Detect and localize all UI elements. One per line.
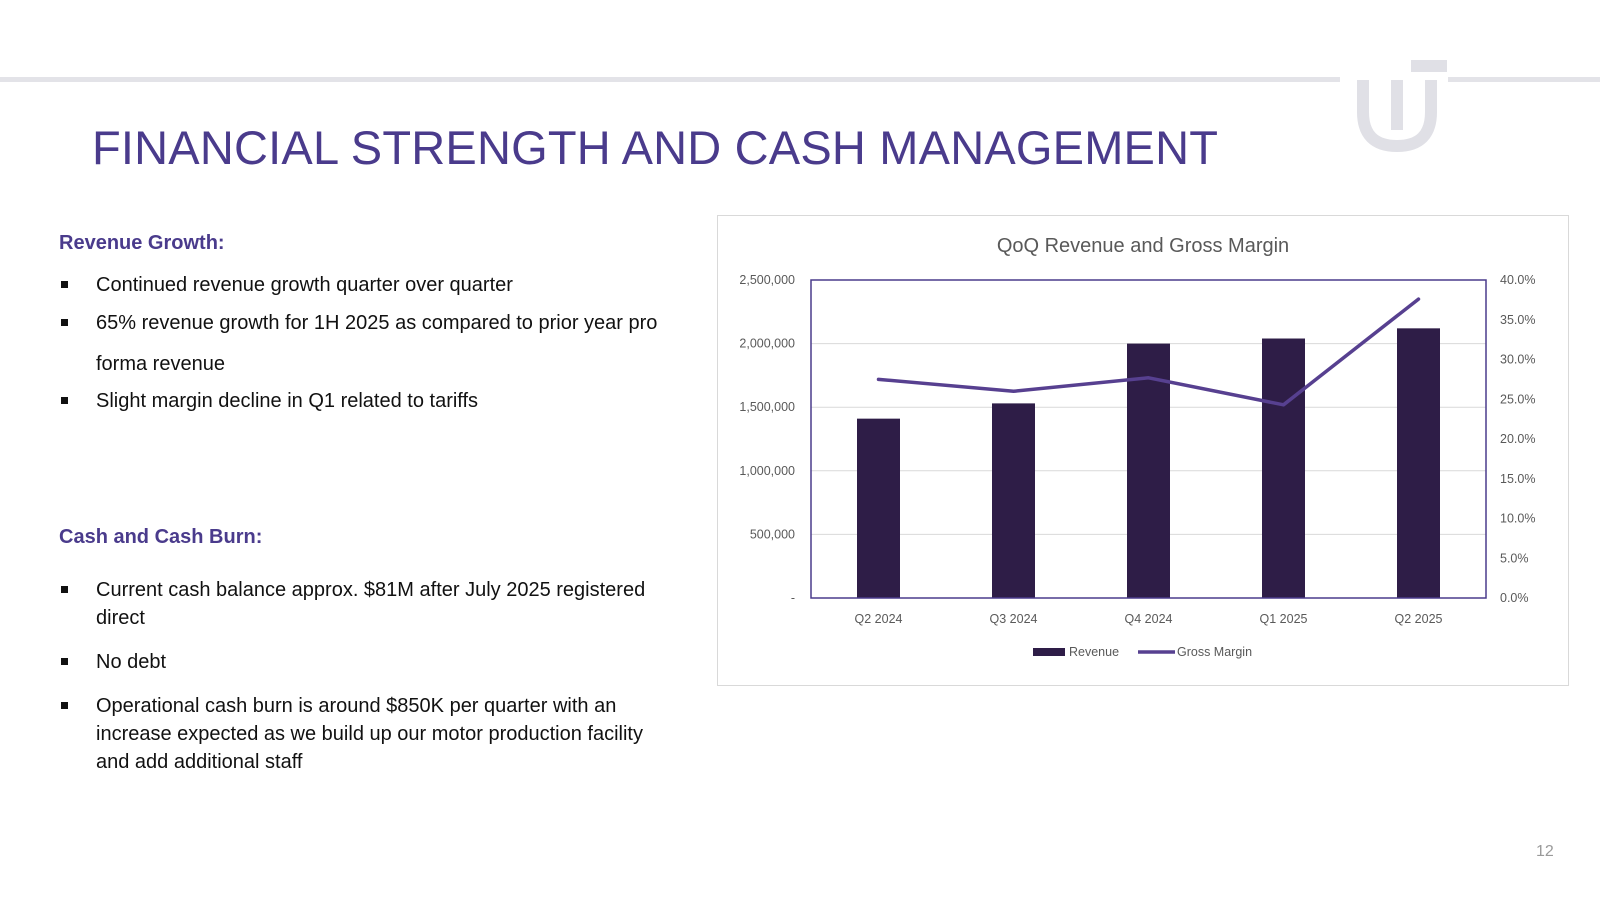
bullet-square-icon <box>61 281 68 288</box>
chart-canvas: QoQ Revenue and Gross Margin - 500,000 1,0… <box>739 235 1535 659</box>
slide-title: FINANCIAL STRENGTH AND CASH MANAGEMENT <box>92 121 1219 174</box>
plot-area-frame <box>810 279 1487 599</box>
list-item: Operational cash burn is around $850K pe… <box>59 692 656 776</box>
y-right-tick-label: 35.0% <box>1500 313 1535 327</box>
revenue-bar <box>1397 328 1440 598</box>
y-left-tick-label: 1,000,000 <box>739 464 795 478</box>
line-series <box>876 297 1421 407</box>
bullet-square-icon <box>61 397 68 404</box>
cash-burn-heading: Cash and Cash Burn: <box>59 526 263 548</box>
y-left-tick-label: 500,000 <box>750 527 795 541</box>
y-left-tick-label: 1,500,000 <box>739 400 795 414</box>
y-right-tick-label: 15.0% <box>1500 472 1535 486</box>
bullet-square-icon <box>61 658 68 665</box>
y-left-tick-label: 2,500,000 <box>739 273 795 287</box>
y-right-tick-label: 25.0% <box>1500 392 1535 406</box>
chart-legend: Revenue Gross Margin <box>1033 645 1252 659</box>
revenue-margin-chart: QoQ Revenue and Gross Margin - 500,000 1,0… <box>717 215 1569 686</box>
list-item: Current cash balance approx. $81M after … <box>59 576 689 632</box>
y-right-tick-label: 10.0% <box>1500 512 1535 526</box>
y-right-tick-label: 0.0% <box>1500 591 1529 605</box>
list-item: No debt <box>59 648 689 676</box>
bullet-square-icon <box>61 319 68 326</box>
legend-label-gross-margin: Gross Margin <box>1177 645 1252 659</box>
bullet-square-icon <box>61 702 68 709</box>
bullet-square-icon <box>61 586 68 593</box>
x-tick-label: Q4 2024 <box>1125 612 1173 626</box>
x-tick-label: Q1 2025 <box>1260 612 1308 626</box>
cash-burn-list: Current cash balance approx. $81M after … <box>59 576 689 776</box>
x-tick-label: Q2 2025 <box>1395 612 1443 626</box>
page-number: 12 <box>1536 843 1554 860</box>
legend-label-revenue: Revenue <box>1069 645 1119 659</box>
revenue-bar <box>1262 338 1305 598</box>
header-divider-line <box>0 77 1600 82</box>
y-right-tick-label: 30.0% <box>1500 353 1535 367</box>
legend-swatch-revenue <box>1033 648 1065 656</box>
x-tick-label: Q2 2024 <box>855 612 903 626</box>
y-right-tick-label: 20.0% <box>1500 432 1535 446</box>
x-tick-label: Q3 2024 <box>990 612 1038 626</box>
chart-title: QoQ Revenue and Gross Margin <box>997 235 1289 257</box>
bar-series <box>857 328 1440 598</box>
list-item: Slight margin decline in Q1 related to t… <box>59 387 689 416</box>
y-right-tick-label: 5.0% <box>1500 551 1529 565</box>
list-item: Continued revenue growth quarter over qu… <box>59 271 689 300</box>
y-right-tick-label: 40.0% <box>1500 273 1535 287</box>
gross-margin-line <box>876 297 1421 407</box>
list-item: 65% revenue growth for 1H 2025 as compar… <box>59 303 689 385</box>
revenue-bar <box>857 418 900 598</box>
y-left-tick-label: 2,000,000 <box>739 337 795 351</box>
revenue-growth-list: Continued revenue growth quarter over qu… <box>59 271 689 416</box>
uw-logo-icon <box>1357 60 1447 153</box>
y-left-tick-label: - <box>791 591 795 605</box>
revenue-growth-heading: Revenue Growth: <box>59 232 225 254</box>
axes: - 500,000 1,000,000 1,500,000 2,000,000 2,500… <box>739 273 1535 626</box>
revenue-bar <box>1127 343 1170 598</box>
revenue-bar <box>992 403 1035 598</box>
